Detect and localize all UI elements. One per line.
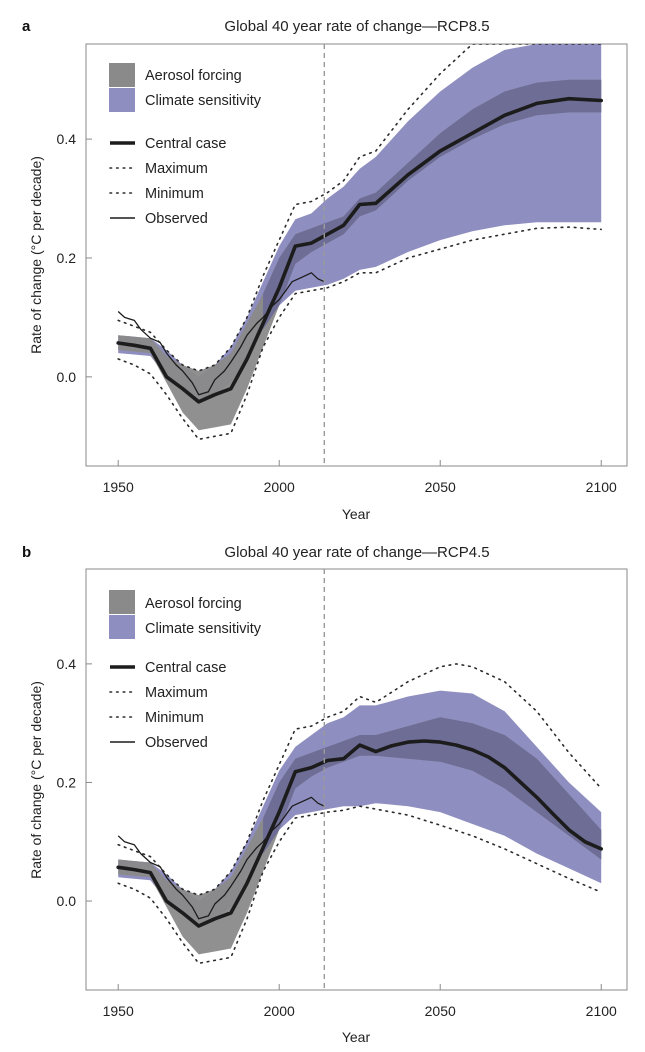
panel-b: b Global 40 year rate of change—RCP4.5 1… [22,544,628,1045]
minimum-line [117,226,602,441]
panel-a-legend-sensitivity-label: Climate sensitivity [145,93,262,109]
panel-b-axis-ticks: 1950 2000 2050 2100 0.0 0.2 0.4 [57,656,617,1019]
x-tick-label: 2000 [264,1003,295,1019]
panel-a-data-layers [116,44,603,466]
y-tick-label: 0.0 [57,369,77,385]
panel-b-legend-sensitivity-swatch [109,615,135,639]
panel-a-legend-observed-label: Observed [145,211,208,227]
panel-b-legend-sensitivity-label: Climate sensitivity [145,621,262,637]
minimum-line [117,805,602,965]
plot-area [116,44,603,466]
observed-line [117,796,325,920]
x-tick-label: 1950 [103,1003,134,1019]
x-tick-label: 2100 [586,479,617,495]
panel-b-legend-central-label: Central case [145,660,226,676]
panel-b-legend-aerosol-label: Aerosol forcing [145,596,242,612]
panel-b-title: Global 40 year rate of change—RCP4.5 [224,544,489,561]
aerosol-forcing-band [118,79,602,431]
band-overlap [263,717,602,860]
panel-a-legend-sensitivity-swatch [109,88,135,112]
panel-b-legend-maximum-label: Maximum [145,685,208,701]
panel-b-legend-observed-label: Observed [145,735,208,751]
x-tick-label: 2050 [425,1003,456,1019]
band-overlap [263,79,602,330]
observed-line [117,272,325,396]
panel-a-legend-maximum-label: Maximum [145,161,208,177]
panel-a-y-axis-label: Rate of change (°C per decade) [28,156,44,354]
panel-a-legend-aerosol-label: Aerosol forcing [145,68,242,84]
panel-a-legend-central-label: Central case [145,136,226,152]
panel-a-title: Global 40 year rate of change—RCP8.5 [224,18,489,35]
panel-a-letter: a [22,18,31,35]
central-case-line [116,739,603,928]
panel-a-x-axis-label: Year [342,506,371,522]
plot-area [116,569,603,990]
maximum-line [117,44,602,372]
panel-b-y-axis-label: Rate of change (°C per decade) [28,681,44,879]
panel-b-data-layers [116,569,603,990]
panel-a-legend-aerosol-swatch [109,63,135,87]
central-case-line [116,96,603,404]
x-tick-label: 2100 [586,1003,617,1019]
y-tick-label: 0.4 [57,656,77,672]
panel-b-x-axis-label: Year [342,1029,371,1045]
y-tick-label: 0.2 [57,250,77,266]
y-tick-label: 0.0 [57,893,77,909]
panel-b-letter: b [22,544,31,561]
x-tick-label: 2050 [425,479,456,495]
panel-b-legend: Aerosol forcing Climate sensitivity Cent… [109,590,262,751]
maximum-line [117,663,602,896]
x-tick-label: 2000 [264,479,295,495]
x-tick-label: 1950 [103,479,134,495]
y-tick-label: 0.4 [57,131,77,147]
panel-a: a Global 40 year rate of change—RCP8.5 1… [22,18,628,522]
panel-a-legend-minimum-label: Minimum [145,186,204,202]
y-tick-label: 0.2 [57,774,77,790]
panel-a-axis-ticks: 1950 2000 2050 2100 0.0 0.2 0.4 [57,131,617,495]
panel-b-legend-minimum-label: Minimum [145,710,204,726]
panel-a-legend: Aerosol forcing Climate sensitivity Cent… [109,63,262,227]
panel-b-legend-aerosol-swatch [109,590,135,614]
